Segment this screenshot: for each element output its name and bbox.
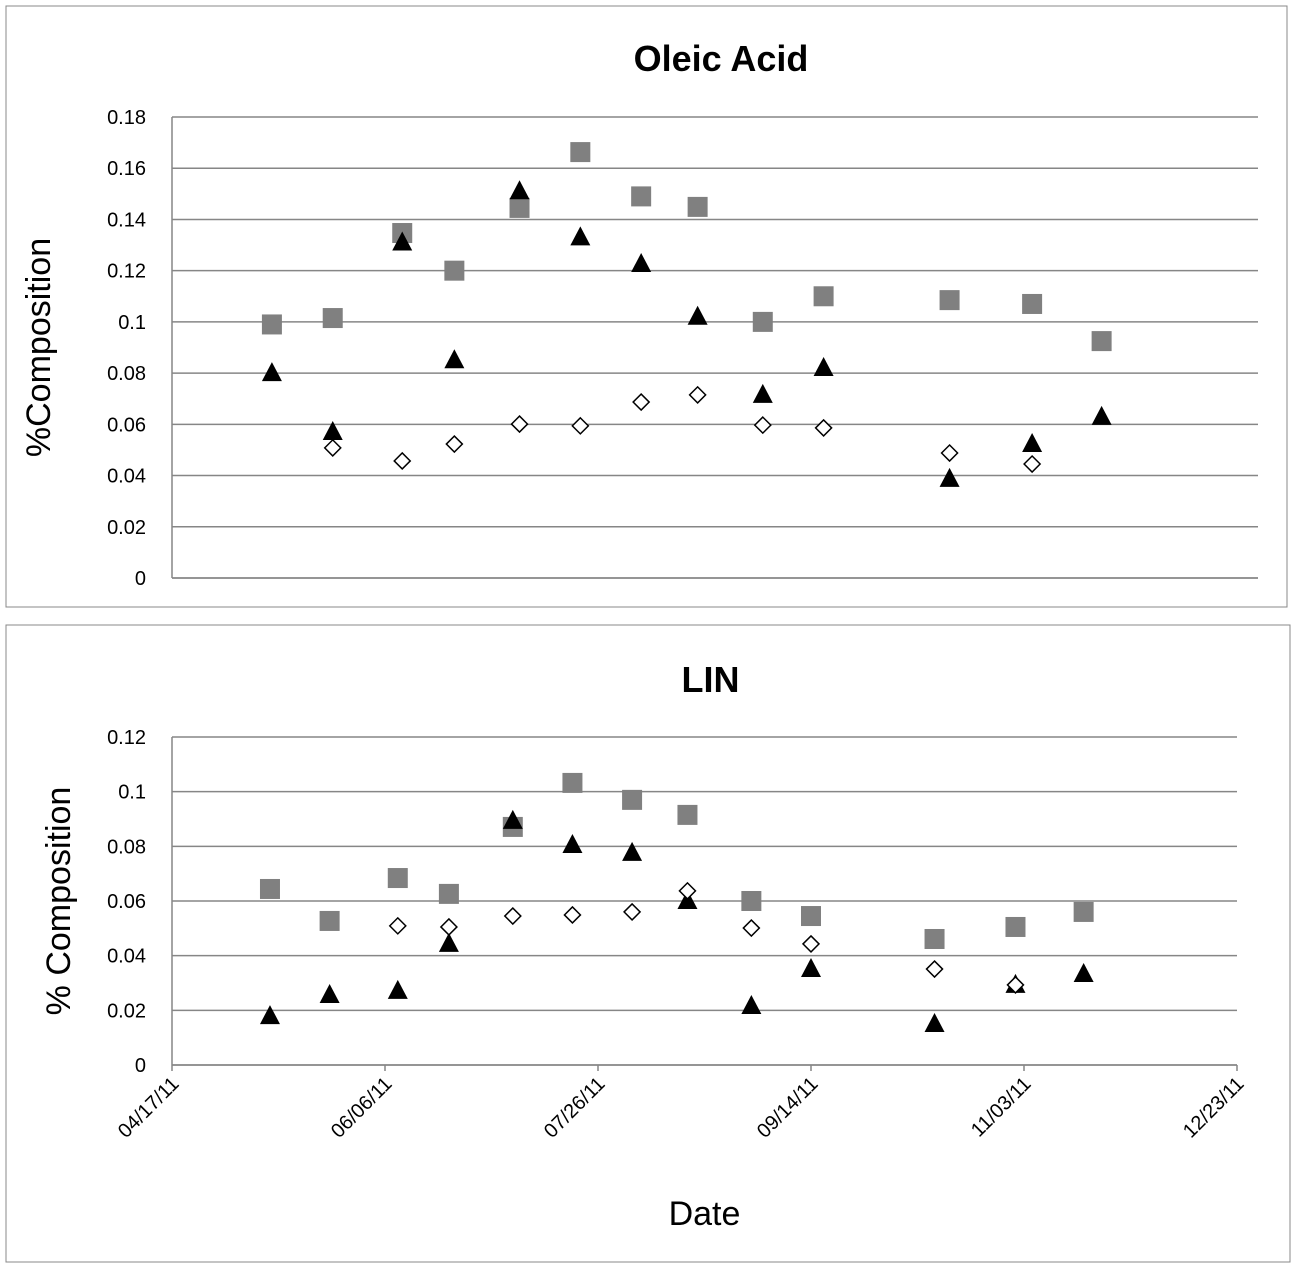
y-axis-title: % Composition bbox=[40, 787, 78, 1016]
square-marker bbox=[687, 196, 708, 217]
diamond-marker bbox=[563, 905, 582, 925]
chart-title: LIN bbox=[682, 659, 740, 700]
y-tick-label: 0.04 bbox=[107, 946, 146, 968]
diamond-marker bbox=[814, 418, 833, 437]
diamond-marker bbox=[623, 902, 642, 921]
triangle-marker bbox=[444, 349, 465, 369]
diamond-marker bbox=[439, 917, 458, 937]
diamond-marker bbox=[753, 416, 772, 435]
triangle-marker bbox=[752, 383, 773, 403]
triangle-marker bbox=[261, 362, 282, 382]
x-axis-title: Date bbox=[669, 1195, 741, 1233]
square-marker bbox=[261, 314, 282, 335]
triangle-marker bbox=[562, 833, 583, 853]
y-tick-label: 0.12 bbox=[107, 727, 146, 749]
triangle-marker bbox=[687, 305, 708, 325]
triangle-marker bbox=[631, 253, 652, 273]
triangle-marker bbox=[319, 984, 340, 1004]
square-marker bbox=[677, 804, 698, 825]
y-tick-label: 0.06 bbox=[107, 414, 146, 436]
triangle-marker bbox=[924, 1013, 945, 1032]
diamond-marker bbox=[801, 934, 821, 953]
diamond-marker bbox=[323, 438, 342, 457]
diamond-marker bbox=[742, 918, 761, 938]
diamond-marker bbox=[1023, 454, 1042, 474]
square-marker bbox=[438, 883, 459, 904]
y-tick-label: 0 bbox=[135, 568, 146, 590]
triangle-marker bbox=[939, 467, 960, 487]
y-tick-label: 0 bbox=[135, 1055, 146, 1077]
triangle-marker bbox=[438, 932, 459, 952]
diamond-marker bbox=[925, 959, 944, 979]
y-tick-label: 0.02 bbox=[107, 1000, 146, 1022]
square-marker bbox=[1022, 293, 1043, 314]
diamond-marker bbox=[1006, 975, 1025, 994]
square-marker bbox=[752, 311, 773, 332]
square-marker bbox=[631, 186, 652, 207]
y-tick-label: 0.1 bbox=[118, 782, 146, 804]
triangle-marker bbox=[1073, 962, 1094, 982]
triangle-marker bbox=[322, 421, 343, 441]
square-marker bbox=[741, 891, 762, 911]
square-marker bbox=[813, 286, 834, 307]
chart-title: Oleic Acid bbox=[634, 38, 809, 79]
triangle-marker bbox=[502, 809, 523, 829]
triangle-marker bbox=[741, 994, 762, 1014]
y-tick-label: 0.08 bbox=[107, 836, 146, 858]
diamond-marker bbox=[388, 916, 407, 935]
triangle-marker bbox=[570, 226, 591, 246]
diamond-marker bbox=[940, 443, 959, 463]
square-marker bbox=[259, 878, 280, 899]
square-marker bbox=[444, 260, 465, 281]
triangle-marker bbox=[622, 841, 643, 861]
square-marker bbox=[387, 868, 408, 889]
diamond-marker bbox=[510, 415, 529, 434]
triangle-marker bbox=[259, 1005, 280, 1025]
square-marker bbox=[801, 906, 821, 927]
triangle-marker bbox=[509, 180, 530, 200]
square-marker bbox=[622, 789, 643, 810]
square-marker bbox=[319, 910, 340, 931]
y-tick-label: 0.1 bbox=[118, 312, 146, 334]
square-marker bbox=[322, 308, 343, 329]
square-marker bbox=[939, 290, 960, 311]
triangle-marker bbox=[1091, 405, 1112, 425]
triangle-marker bbox=[1022, 433, 1043, 453]
panel bbox=[5, 624, 1291, 1263]
y-tick-label: 0.08 bbox=[107, 363, 146, 385]
diamond-marker bbox=[632, 392, 651, 412]
triangle-marker bbox=[392, 231, 413, 251]
diamond-marker bbox=[445, 434, 464, 454]
diamond-marker bbox=[503, 906, 522, 926]
y-tick-label: 0.12 bbox=[107, 261, 146, 283]
y-tick-label: 0.16 bbox=[107, 158, 146, 180]
triangle-marker bbox=[813, 356, 834, 376]
y-tick-label: 0.02 bbox=[107, 517, 146, 539]
diamond-marker bbox=[688, 385, 707, 404]
triangle-marker bbox=[387, 979, 408, 999]
diamond-marker bbox=[678, 881, 697, 900]
square-marker bbox=[1073, 901, 1094, 922]
square-marker bbox=[562, 772, 583, 793]
y-axis-title: %Composition bbox=[20, 238, 58, 457]
square-marker bbox=[924, 928, 945, 949]
panel bbox=[5, 5, 1288, 608]
triangle-marker bbox=[801, 958, 821, 978]
square-marker bbox=[1005, 916, 1026, 937]
diamond-marker bbox=[571, 416, 590, 435]
y-tick-label: 0.18 bbox=[107, 107, 146, 129]
y-tick-label: 0.14 bbox=[107, 209, 146, 231]
diamond-marker bbox=[393, 451, 412, 471]
y-tick-label: 0.06 bbox=[107, 891, 146, 913]
y-tick-label: 0.04 bbox=[107, 466, 146, 488]
square-marker bbox=[509, 197, 530, 218]
square-marker bbox=[570, 142, 591, 163]
square-marker bbox=[1091, 331, 1112, 352]
